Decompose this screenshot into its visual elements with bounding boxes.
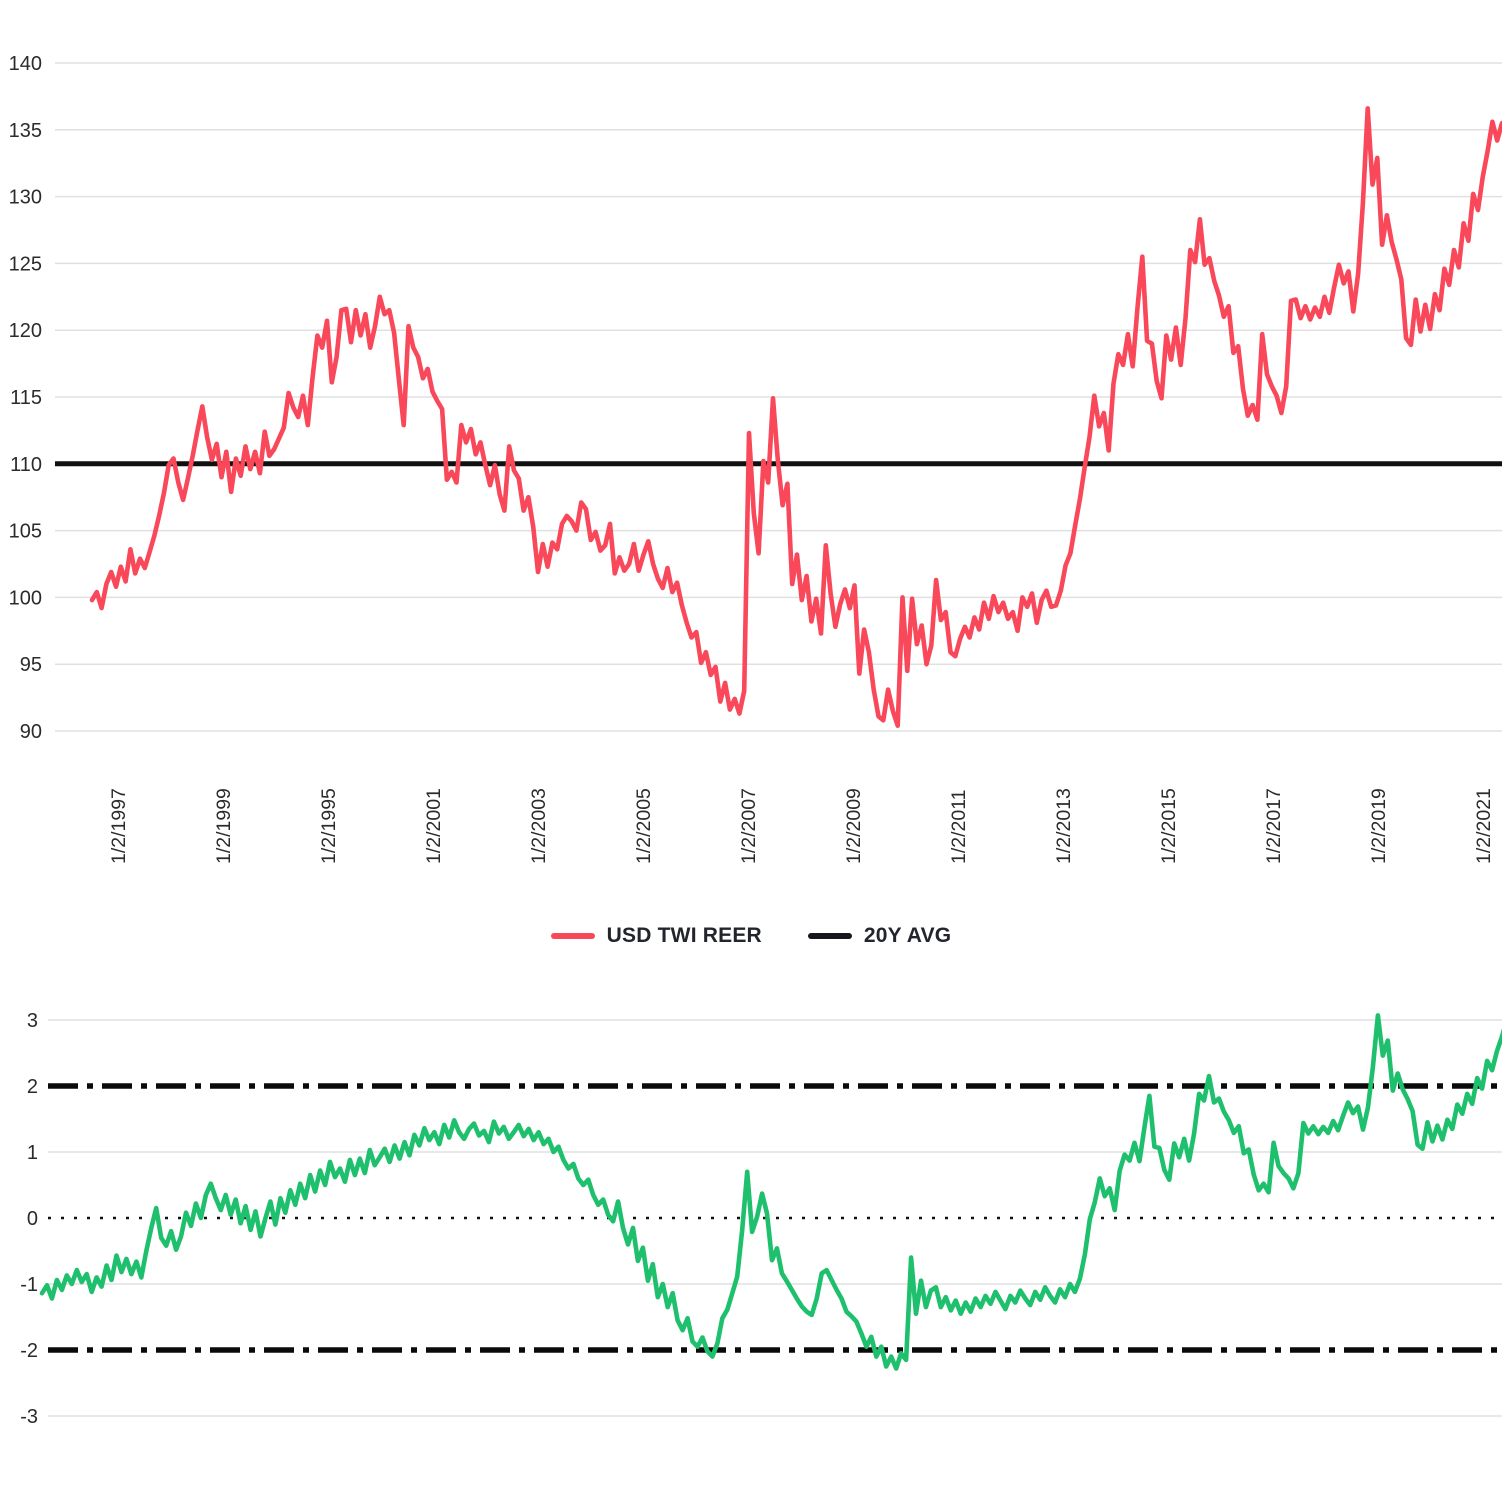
bottom-y-tick-label: 3 xyxy=(27,1010,38,1032)
avg-swatch-icon xyxy=(807,933,852,939)
top-y-tick-label: 95 xyxy=(20,654,42,676)
legend-label-usd-twi-reer: USD TWI REER xyxy=(606,924,762,947)
bottom-y-tick-label: -3 xyxy=(20,1406,38,1428)
legend-item-20y-avg[interactable]: 20Y AVG xyxy=(807,924,952,948)
top-x-tick-label: 1/2/2005 xyxy=(633,788,655,864)
bottom-y-tick-label: -1 xyxy=(20,1274,38,1296)
top-x-tick-label: 1/2/2011 xyxy=(948,790,970,864)
top-x-tick-label: 1/2/2009 xyxy=(843,788,865,864)
top-x-tick-label: 1/2/2007 xyxy=(738,788,760,864)
top-y-tick-label: 135 xyxy=(9,120,42,142)
top-x-tick-label: 1/2/2001 xyxy=(423,788,445,864)
chart-legend: USD TWI REER 20Y AVG xyxy=(0,916,1502,956)
legend-item-usd-twi-reer[interactable]: USD TWI REER xyxy=(550,924,762,948)
top-x-tick-label: 1/2/2003 xyxy=(528,788,550,864)
top-x-tick-label: 1/2/1997 xyxy=(108,788,130,864)
top-x-tick-label: 1/2/2013 xyxy=(1053,788,1075,864)
legend-label-20y-avg: 20Y AVG xyxy=(863,924,952,947)
usd-twi-reer-swatch-icon xyxy=(550,933,595,939)
usd-twi-reer-line xyxy=(89,106,1502,729)
top-y-tick-label: 90 xyxy=(20,721,42,743)
bottom-y-tick-label: 0 xyxy=(27,1208,38,1230)
bottom-y-tick-label: 1 xyxy=(27,1142,38,1164)
top-y-tick-label: 140 xyxy=(9,53,42,75)
top-x-tick-label: 1/2/2021 xyxy=(1473,788,1495,864)
top-x-tick-label: 1/2/1995 xyxy=(318,788,340,864)
top-x-tick-label: 1/2/2017 xyxy=(1263,788,1285,864)
top-y-tick-label: 130 xyxy=(9,187,42,209)
top-x-tick-label: 1/2/2015 xyxy=(1158,788,1180,864)
top-y-tick-label: 100 xyxy=(9,587,42,609)
top-y-tick-label: 125 xyxy=(9,253,42,275)
bottom-y-tick-label: 2 xyxy=(27,1076,38,1098)
top-x-tick-label: 1/2/2019 xyxy=(1368,788,1390,864)
bottom-y-tick-label: -2 xyxy=(20,1340,38,1362)
zscore-line xyxy=(39,1013,1502,1371)
top-y-tick-label: 115 xyxy=(10,387,42,409)
top-y-tick-label: 105 xyxy=(9,521,42,543)
top-x-tick-label: 1/2/1999 xyxy=(213,788,235,864)
top-y-tick-label: 110 xyxy=(10,454,42,476)
top-y-tick-label: 120 xyxy=(9,320,42,342)
